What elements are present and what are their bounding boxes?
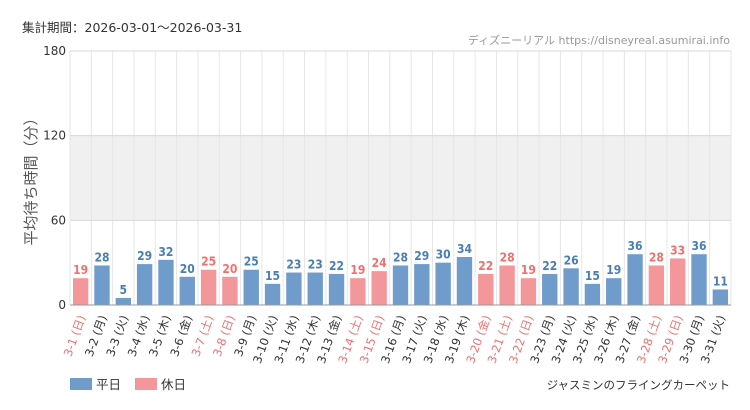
bar-value-label: 28 [94, 250, 109, 264]
bar [264, 283, 281, 305]
bar-value-label: 28 [649, 250, 664, 264]
attraction-name: ジャスミンのフライングカーペット [547, 378, 730, 392]
y-tick-label: 180 [43, 44, 66, 58]
bar [350, 278, 366, 305]
plot-band [70, 135, 731, 221]
bar [115, 297, 131, 305]
bar [435, 262, 451, 305]
period-label: 集計期間：2026-03-01～2026-03-31 [22, 20, 243, 35]
bar [328, 273, 345, 305]
bar-value-label: 26 [564, 253, 579, 267]
bar [520, 278, 537, 305]
y-axis-label: 平均待ち時間（分） [22, 110, 40, 245]
bar-value-label: 20 [222, 262, 237, 276]
bar-value-label: 19 [350, 263, 365, 277]
bar [94, 265, 110, 305]
site-credit: ディズニーリアル https://disneyreal.asumirai.inf… [468, 33, 730, 47]
bar [712, 289, 729, 305]
y-tick-label: 120 [43, 129, 66, 143]
bar-value-label: 32 [158, 245, 173, 259]
bar [606, 278, 622, 305]
bar [499, 265, 515, 305]
bar-value-label: 15 [585, 269, 600, 283]
legend-weekday-label: 平日 [96, 377, 121, 392]
bar [542, 273, 558, 305]
legend: 平日 休日 [70, 377, 186, 392]
bar [200, 269, 217, 305]
bar [627, 254, 643, 305]
bar [158, 259, 174, 305]
bar-value-label: 19 [606, 263, 621, 277]
bar-value-label: 24 [372, 256, 388, 270]
bar [243, 269, 259, 305]
bar [414, 264, 430, 305]
bar-value-label: 5 [120, 283, 128, 297]
bar-value-label: 25 [201, 255, 216, 269]
bar-value-label: 25 [244, 255, 259, 269]
bar-value-label: 11 [713, 274, 728, 288]
bar-value-label: 28 [393, 250, 408, 264]
bar-value-label: 20 [180, 262, 195, 276]
bar-value-label: 23 [286, 258, 301, 272]
bar-value-label: 29 [137, 249, 152, 263]
bar-value-label: 36 [692, 239, 707, 253]
bar [563, 268, 579, 305]
bar-value-label: 28 [500, 250, 515, 264]
bar [136, 264, 153, 305]
bar-value-label: 33 [670, 243, 685, 257]
bar [72, 278, 89, 305]
bar [392, 265, 409, 305]
bar [584, 283, 601, 305]
bar [478, 273, 494, 305]
bar-value-label: 22 [478, 259, 493, 273]
bar-value-label: 30 [436, 248, 451, 262]
bar-value-label: 19 [521, 263, 536, 277]
bar [371, 271, 387, 305]
bar [648, 265, 665, 305]
bar-value-label: 23 [308, 258, 323, 272]
bar [307, 272, 323, 305]
legend-holiday-label: 休日 [161, 377, 186, 392]
bar [179, 276, 195, 305]
legend-weekday-swatch [70, 378, 92, 390]
bar-value-label: 36 [628, 239, 643, 253]
y-tick-label: 60 [51, 213, 66, 227]
bar-value-label: 22 [329, 259, 344, 273]
bar-value-label: 15 [265, 269, 280, 283]
bar-value-label: 22 [542, 259, 557, 273]
bar-value-label: 19 [73, 263, 88, 277]
legend-holiday-swatch [135, 378, 157, 390]
bar [286, 272, 302, 305]
bar-value-label: 29 [414, 249, 429, 263]
y-tick-label: 0 [58, 298, 66, 312]
bar [691, 254, 707, 305]
bar [670, 258, 686, 305]
plot-background [70, 51, 731, 136]
bar-value-label: 34 [457, 242, 473, 256]
bar [456, 257, 473, 305]
bar [222, 276, 238, 305]
